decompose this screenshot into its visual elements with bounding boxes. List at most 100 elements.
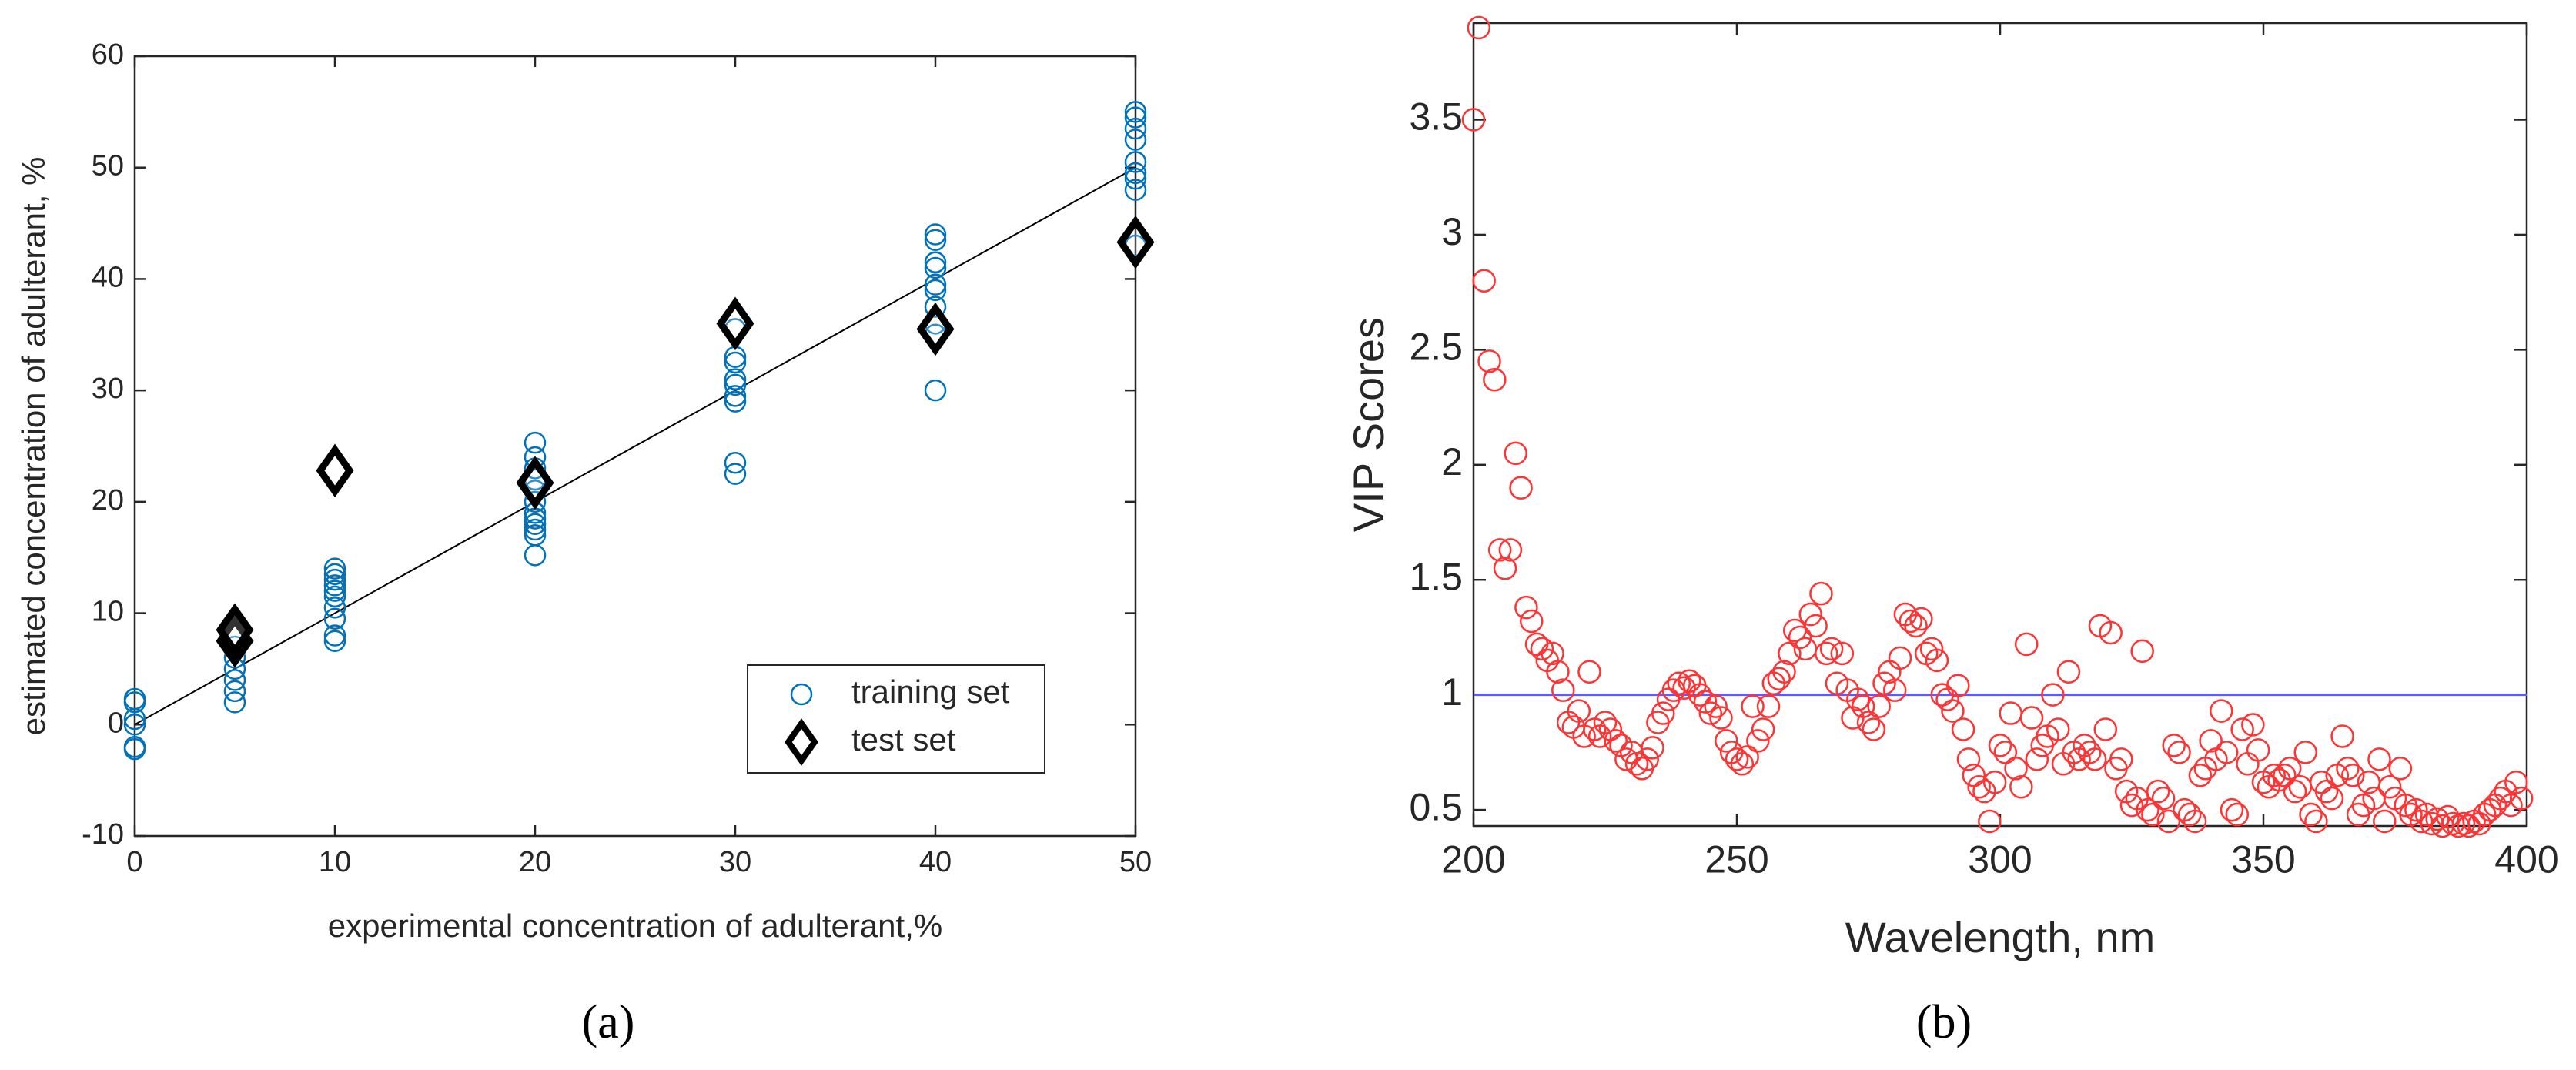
circle-point xyxy=(2004,757,2028,781)
y-tick-label: 40 xyxy=(92,261,124,293)
circle-point xyxy=(1472,269,1496,293)
circle-point xyxy=(924,296,947,318)
circle-point xyxy=(2299,802,2323,827)
circle-point xyxy=(1577,660,1601,684)
circle-point xyxy=(1862,717,1886,741)
x-tick-label: 10 xyxy=(319,846,351,878)
circle-point xyxy=(323,574,346,597)
circle-point xyxy=(1124,151,1147,173)
circle-point xyxy=(123,687,146,711)
circle-point xyxy=(2099,620,2123,645)
circle-point xyxy=(2277,757,2302,781)
circle-point xyxy=(2210,699,2233,723)
circle-point xyxy=(323,607,346,630)
circle-point xyxy=(323,630,346,652)
circle-point xyxy=(2183,809,2207,834)
circle-point xyxy=(924,379,947,402)
circle-point xyxy=(1851,694,1875,718)
circle-point xyxy=(924,273,947,296)
legend-marker xyxy=(785,718,818,766)
circle-point xyxy=(2019,706,2044,730)
y-tick-label: 50 xyxy=(92,150,124,182)
circle-point xyxy=(2156,809,2181,834)
circle-point xyxy=(2246,738,2270,762)
circle-point xyxy=(724,368,747,390)
circle-point xyxy=(1635,747,1659,771)
circle-point xyxy=(1815,641,1838,666)
circle-point xyxy=(924,223,947,246)
circle-point xyxy=(1767,667,1791,690)
circle-point xyxy=(724,385,747,407)
legend-label: training set xyxy=(851,674,1010,710)
x-tick-label: 250 xyxy=(1705,838,1768,881)
circle-point xyxy=(524,544,547,567)
circle-point xyxy=(1904,614,1928,638)
x-tick-label: 20 xyxy=(519,846,551,878)
y-tick-label: 1 xyxy=(1441,670,1463,714)
circle-point xyxy=(1809,581,1833,606)
circle-point xyxy=(1756,694,1781,718)
circle-point xyxy=(1709,706,1733,730)
circle-point xyxy=(1688,683,1712,707)
circle-point xyxy=(2093,717,2118,741)
reference-line xyxy=(134,166,1136,726)
circle-point xyxy=(2136,797,2159,822)
x-axis-label: Wavelength, nm xyxy=(1845,913,2156,961)
circle-point xyxy=(1982,770,2007,794)
circle-point xyxy=(2314,779,2339,804)
circle-point xyxy=(2304,809,2328,834)
circle-point xyxy=(1124,162,1147,185)
circle-point xyxy=(1846,687,1870,711)
diamond-point xyxy=(1116,215,1155,269)
x-tick-label: 300 xyxy=(1968,838,2032,881)
x-tick-label: 30 xyxy=(719,846,751,878)
circle-point xyxy=(2236,752,2260,776)
circle-point xyxy=(1956,747,1981,771)
y-tick-label: 20 xyxy=(92,484,124,517)
y-tick-label: 60 xyxy=(92,38,124,71)
circle-point xyxy=(2046,717,2070,741)
circle-point xyxy=(2214,741,2239,764)
circle-point xyxy=(2388,757,2413,781)
circle-point xyxy=(2056,660,2081,684)
circle-point xyxy=(1514,595,1538,620)
circle-point xyxy=(2025,747,2049,771)
circle-point xyxy=(2119,793,2144,818)
circle-point xyxy=(1487,538,1512,562)
y-tick-label: 1.5 xyxy=(1409,555,1463,598)
caption: (b) xyxy=(1916,996,1972,1048)
circle-point xyxy=(1778,641,1802,666)
circle-point xyxy=(1830,641,1855,666)
plot-frame xyxy=(133,55,1137,838)
x-tick-label: 400 xyxy=(2494,838,2558,881)
circle-point xyxy=(1467,15,1491,40)
circle-point xyxy=(1819,637,1844,661)
circle-point xyxy=(1124,101,1147,123)
y-tick-label: 3.5 xyxy=(1409,95,1463,139)
circle-point xyxy=(1593,711,1618,734)
circle-point xyxy=(1124,179,1147,201)
circle-point xyxy=(724,390,747,413)
circle-point xyxy=(1919,637,1944,661)
circle-point xyxy=(1641,736,1664,760)
y-tick-label: 3 xyxy=(1441,210,1463,253)
circle-point xyxy=(1509,476,1533,500)
circle-point xyxy=(1567,699,1591,723)
circle-point xyxy=(1530,637,1554,661)
y-tick-label: 2.5 xyxy=(1409,326,1463,369)
circle-point xyxy=(1541,641,1564,666)
circle-point xyxy=(2367,747,2391,771)
circle-point xyxy=(323,597,346,619)
y-axis-label: VIP Scores xyxy=(1344,317,1393,532)
circle-point xyxy=(2083,747,2107,771)
circle-point xyxy=(1504,441,1527,466)
circle-point xyxy=(2288,774,2313,799)
circle-point xyxy=(724,351,747,374)
circle-point xyxy=(1604,729,1628,753)
circle-point xyxy=(1693,690,1718,714)
circle-point xyxy=(1730,752,1755,776)
circle-point xyxy=(1651,701,1675,725)
diamond-point xyxy=(516,456,554,510)
circle-point xyxy=(1667,671,1691,695)
circle-point xyxy=(924,279,947,302)
